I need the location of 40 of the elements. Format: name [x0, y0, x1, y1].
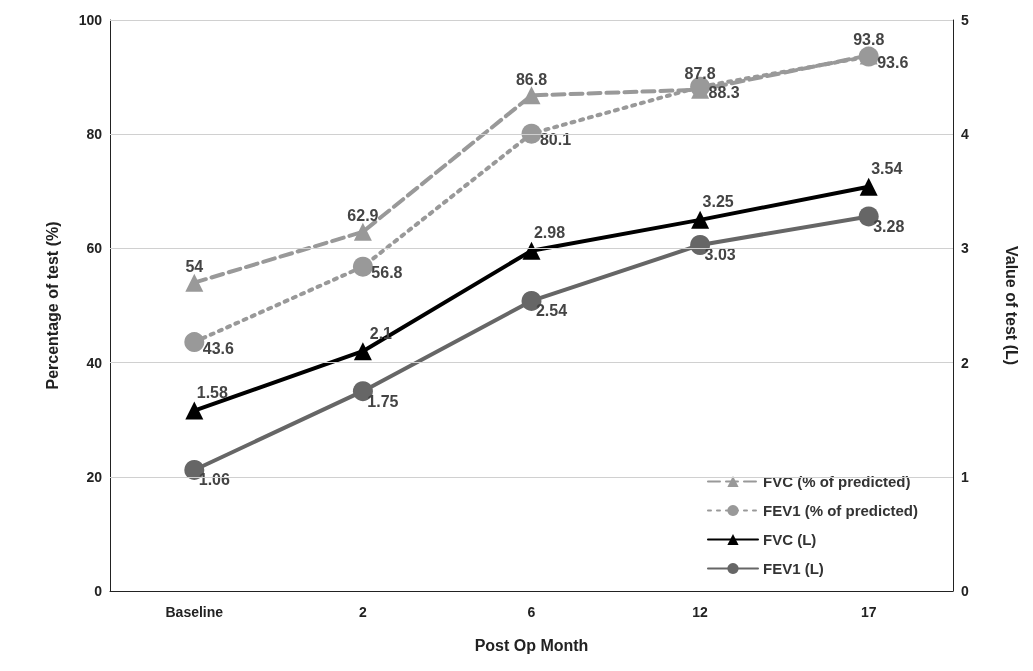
data-label: 43.6	[202, 339, 234, 357]
data-label: 88.3	[708, 84, 740, 102]
legend-label: FEV1 (L)	[762, 560, 824, 577]
y2-tick-label: 1	[961, 468, 969, 485]
legend-label: FEV1 (% of predicted)	[762, 502, 919, 519]
data-label: 1.75	[367, 392, 399, 410]
x-tick-label: 17	[860, 604, 877, 620]
data-label: 87.8	[684, 65, 716, 83]
x-tick-label: 2	[359, 604, 367, 620]
data-label: 3.54	[871, 160, 903, 178]
y-tick-label: 80	[86, 126, 103, 143]
data-label: 3.25	[702, 193, 734, 211]
y2-tick-label: 0	[961, 583, 969, 599]
data-label: 93.6	[877, 54, 909, 72]
y-tick-label: 60	[86, 240, 103, 257]
x-tick-label: Baseline	[165, 604, 224, 620]
y2-axis-title: Value of test (L)	[1002, 245, 1020, 366]
x-axis-title: Post Op Month	[474, 636, 589, 654]
x-tick-label: 6	[527, 604, 536, 620]
data-label: 3.28	[873, 217, 905, 235]
y2-tick-label: 5	[961, 12, 969, 28]
data-label: 56.8	[371, 264, 403, 282]
data-label: 2.54	[535, 302, 568, 320]
y2-tick-label: 4	[961, 126, 969, 143]
data-label: 62.9	[347, 207, 379, 225]
y-tick-label: 100	[78, 12, 103, 28]
data-label: 1.58	[196, 384, 228, 402]
data-label: 2.98	[533, 224, 566, 242]
legend-label: FVC (L)	[762, 531, 817, 548]
data-label: 93.8	[853, 30, 885, 48]
data-label: 54	[185, 258, 204, 276]
x-tick-label: 12	[692, 604, 709, 620]
y2-tick-label: 3	[961, 240, 969, 257]
y-axis-title: Percentage of test (%)	[43, 221, 61, 390]
data-label: 2.1	[369, 324, 393, 342]
y-tick-label: 40	[86, 354, 103, 371]
y2-tick-label: 2	[961, 354, 969, 371]
y-tick-label: 0	[94, 583, 103, 599]
data-label: 86.8	[515, 70, 548, 88]
y-tick-label: 20	[86, 468, 103, 485]
